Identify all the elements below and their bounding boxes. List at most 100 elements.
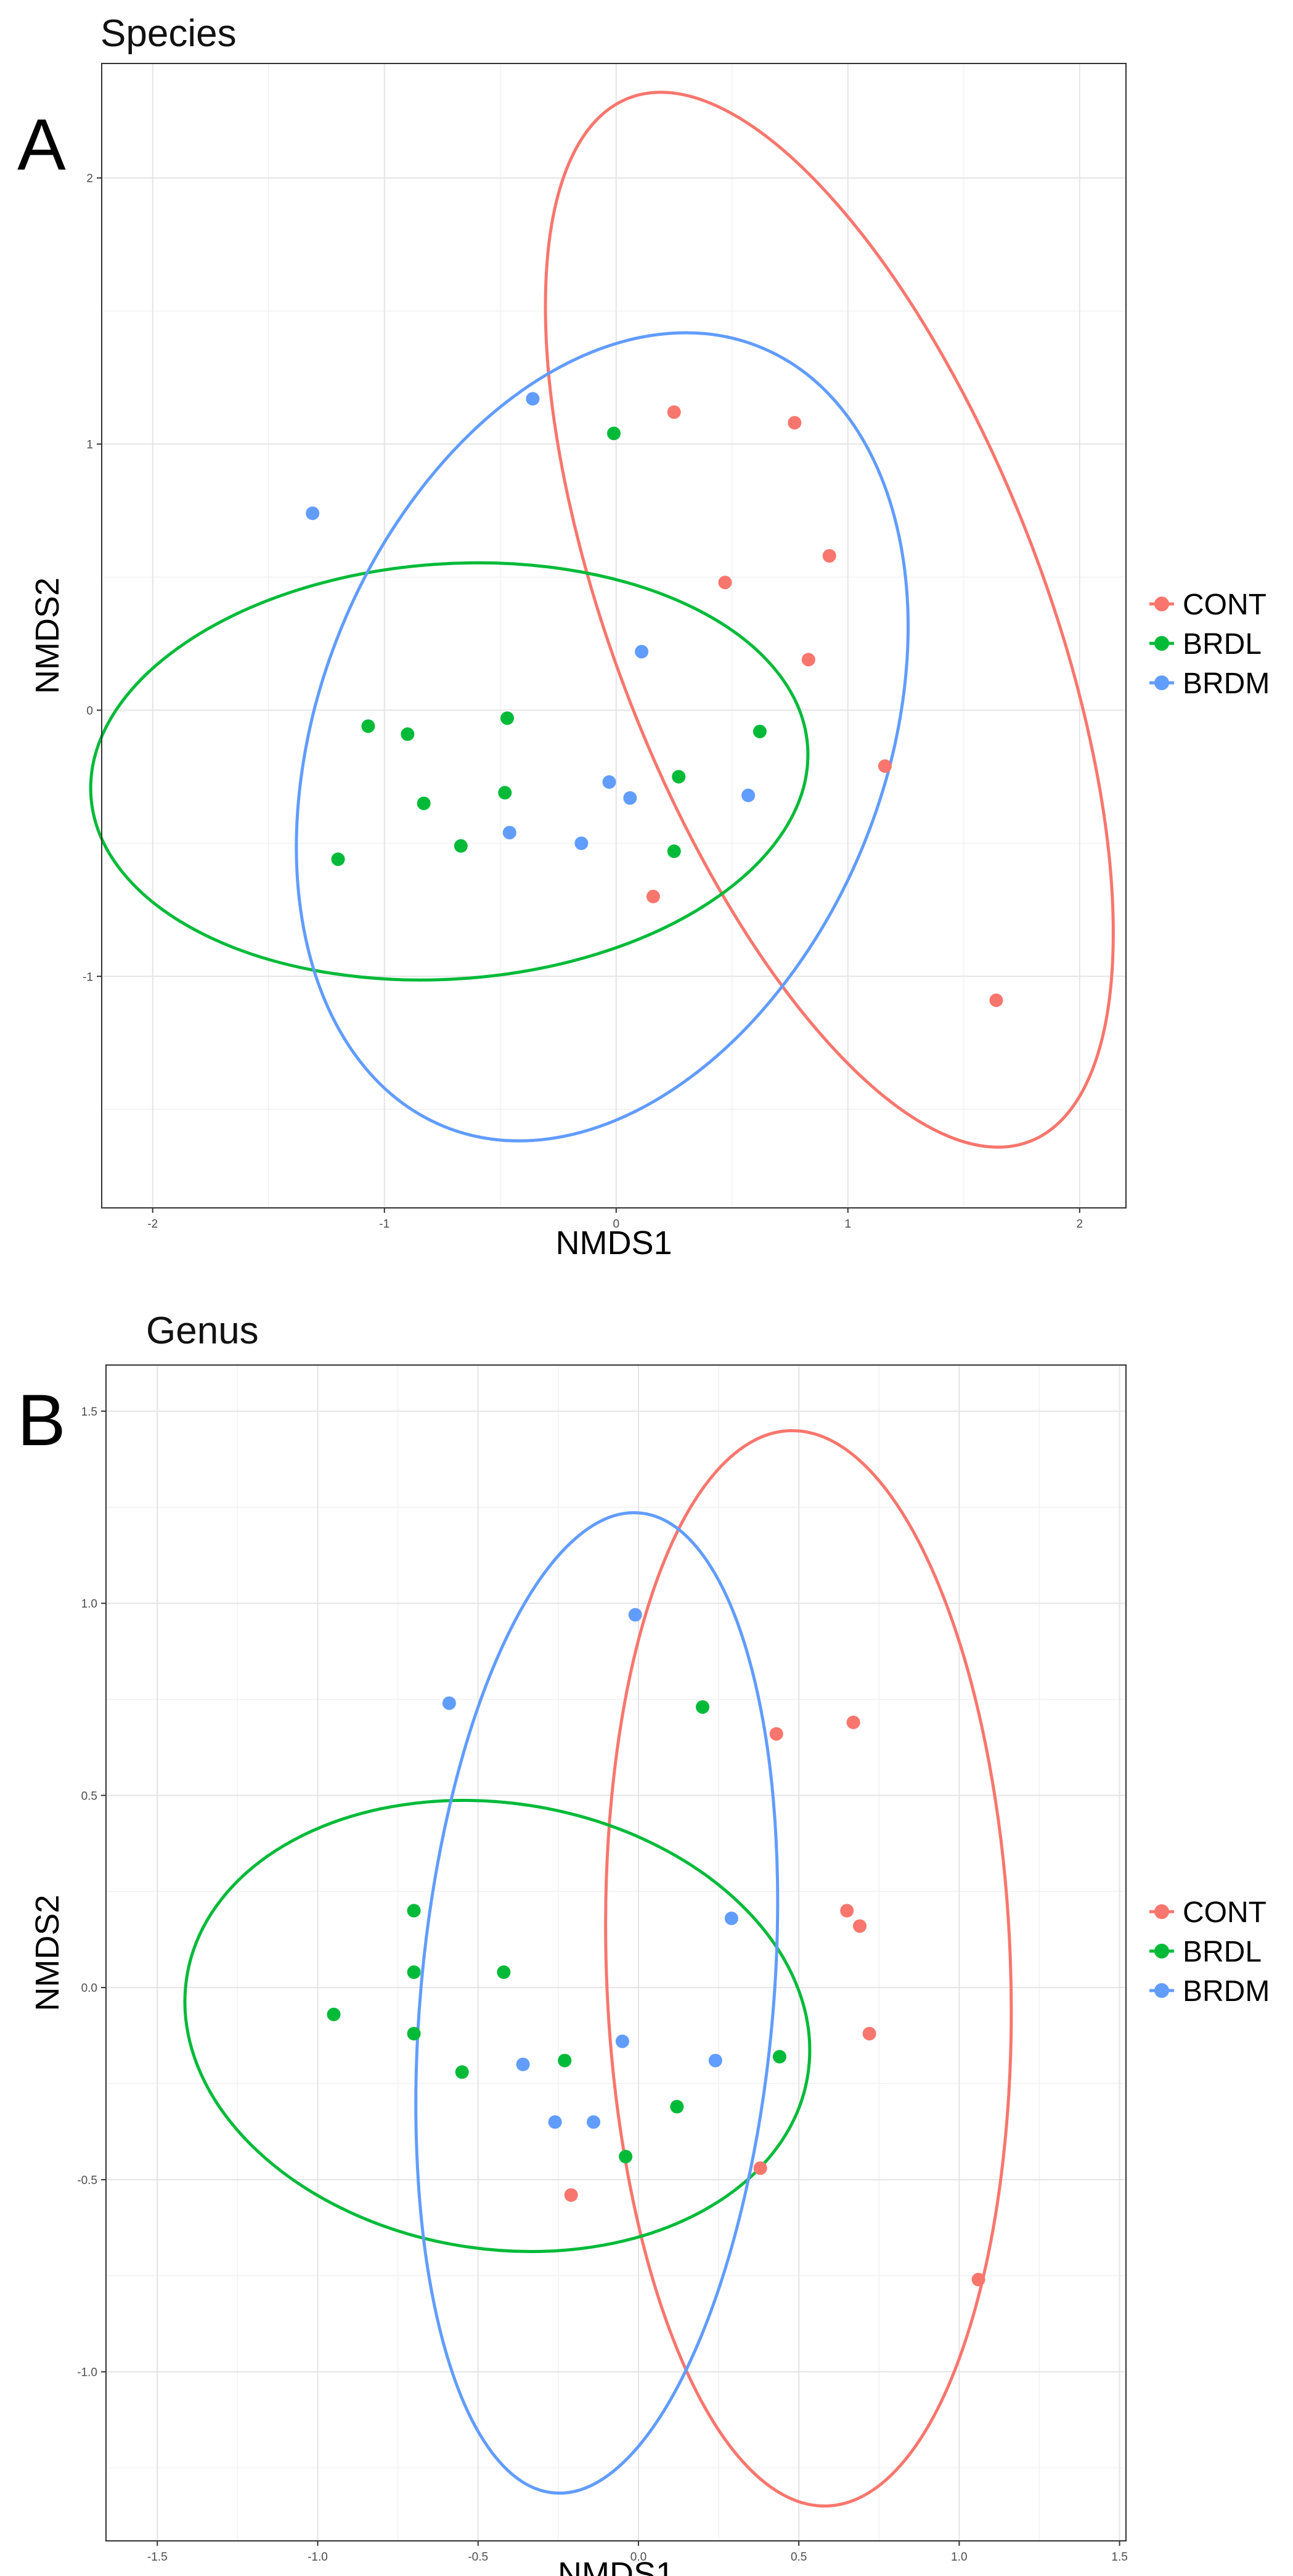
y-tick-label: -1 bbox=[83, 971, 93, 984]
point-brdl bbox=[407, 2026, 421, 2040]
point-brdl bbox=[772, 2050, 786, 2064]
point-brdm bbox=[574, 836, 589, 850]
chart-title: Species bbox=[100, 12, 237, 55]
ellipse-brdm bbox=[414, 1511, 780, 2495]
point-brdm bbox=[587, 2115, 601, 2129]
point-cont bbox=[822, 548, 836, 563]
point-brdm bbox=[628, 1608, 642, 1622]
point-brdl bbox=[401, 727, 415, 741]
point-cont bbox=[846, 1715, 860, 1729]
point-cont bbox=[753, 2161, 767, 2175]
point-brdm bbox=[548, 2115, 562, 2129]
legend-key-point-brdm bbox=[1154, 675, 1169, 690]
ellipse-brdl bbox=[183, 1798, 812, 2253]
ellipse-cont bbox=[544, 91, 1115, 1149]
y-tick-label: 0.5 bbox=[81, 1790, 97, 1803]
point-cont bbox=[971, 2273, 985, 2286]
y-axis-label: NMDS2 bbox=[29, 577, 66, 694]
point-cont bbox=[769, 1727, 783, 1741]
point-brdl bbox=[455, 2065, 469, 2079]
grid bbox=[102, 63, 1126, 1208]
point-brdm bbox=[602, 775, 616, 789]
point-brdl bbox=[607, 426, 621, 441]
y-tick-label: 1.5 bbox=[81, 1406, 97, 1419]
x-axis-label: NMDS1 bbox=[555, 1225, 672, 1262]
ellipse-brdm bbox=[295, 331, 910, 1143]
legend-key-point-cont bbox=[1154, 597, 1169, 611]
point-cont bbox=[853, 1919, 867, 1933]
y-tick-label: 2 bbox=[86, 173, 93, 185]
point-brdm bbox=[306, 506, 320, 520]
y-tick-label: -0.5 bbox=[77, 2174, 97, 2187]
point-cont bbox=[878, 759, 892, 773]
y-tick-label: 1 bbox=[86, 439, 93, 452]
legend-label-brdm: BRDM bbox=[1183, 1975, 1270, 2008]
point-brdl bbox=[498, 786, 512, 800]
legend-label-brdl: BRDL bbox=[1183, 1936, 1262, 1968]
point-cont bbox=[788, 416, 802, 430]
point-brdl bbox=[619, 2150, 633, 2164]
x-tick-label: 0.0 bbox=[630, 2551, 646, 2564]
point-brdm bbox=[502, 826, 516, 840]
point-brdm bbox=[724, 1911, 738, 1925]
point-brdm bbox=[516, 2057, 530, 2071]
point-brdl bbox=[497, 1965, 511, 1979]
point-cont bbox=[667, 405, 681, 419]
grid bbox=[106, 1365, 1126, 2541]
point-brdl bbox=[454, 839, 468, 853]
y-tick-label: 1.0 bbox=[81, 1598, 97, 1611]
ellipse-cont bbox=[604, 1429, 1013, 2508]
point-cont bbox=[801, 653, 815, 667]
chart-panel-b: -1.5 -1.0 -0.5 0.0 0.5 1.0 1.5 -1.0 -0.5 0.0 0.5 1.… bbox=[17, 1310, 1270, 2576]
legend-key-point-brdm bbox=[1154, 1983, 1169, 1998]
chart-panel-a: -2 -1 0 1 2 -1 0 1 2 Species A NMDS1 NMDS2 CONT BRDL BR… bbox=[17, 12, 1270, 1262]
panel-label: A bbox=[17, 104, 66, 185]
x-tick-label: -0.5 bbox=[468, 2551, 488, 2564]
x-tick-label: -2 bbox=[147, 1218, 158, 1231]
legend-label-brdm: BRDM bbox=[1183, 667, 1270, 700]
chart-title: Genus bbox=[146, 1310, 259, 1352]
y-tick-label: -1.0 bbox=[77, 2366, 97, 2379]
point-brdm bbox=[708, 2053, 722, 2068]
legend-label-cont: CONT bbox=[1183, 589, 1266, 621]
point-brdl bbox=[327, 2007, 341, 2021]
point-cont bbox=[840, 1904, 854, 1918]
legend-key-point-cont bbox=[1154, 1904, 1169, 1919]
legend-key-point-brdl bbox=[1154, 1944, 1169, 1958]
point-brdl bbox=[696, 1700, 710, 1714]
x-axis-label: NMDS1 bbox=[558, 2556, 674, 2576]
x-tick-label: 1 bbox=[844, 1218, 851, 1231]
point-brdl bbox=[667, 844, 681, 858]
point-brdl bbox=[361, 719, 375, 733]
point-brdm bbox=[526, 392, 540, 406]
legend: CONT BRDL BRDM bbox=[1149, 1896, 1270, 2008]
panel-label: B bbox=[17, 1380, 66, 1461]
point-brdm bbox=[635, 645, 649, 659]
x-tick-label: 1.5 bbox=[1111, 2551, 1127, 2564]
x-tick-label: 0 bbox=[613, 1218, 619, 1231]
point-brdl bbox=[753, 724, 767, 738]
point-cont bbox=[564, 2188, 578, 2202]
x-tick-label: 1.0 bbox=[951, 2551, 967, 2564]
point-cont bbox=[646, 889, 660, 903]
y-tick-label: 0 bbox=[86, 704, 93, 717]
point-brdl bbox=[558, 2053, 572, 2068]
point-brdl bbox=[417, 796, 431, 810]
point-brdm bbox=[741, 788, 756, 802]
plot-frame bbox=[101, 63, 1127, 1209]
y-tick-label: 0.0 bbox=[81, 1982, 97, 1995]
point-brdl bbox=[407, 1904, 421, 1918]
point-brdm bbox=[623, 791, 637, 805]
legend: CONT BRDL BRDM bbox=[1149, 589, 1270, 700]
point-cont bbox=[862, 2026, 876, 2040]
point-brdl bbox=[670, 2100, 684, 2114]
plot-frame bbox=[105, 1364, 1127, 2541]
x-tick-label: 0.5 bbox=[791, 2551, 807, 2564]
y-axis-label: NMDS2 bbox=[29, 1894, 66, 2011]
point-brdl bbox=[331, 852, 345, 866]
x-tick-label: -1.5 bbox=[147, 2551, 168, 2564]
point-brdm bbox=[615, 2034, 629, 2048]
x-tick-label: -1 bbox=[379, 1218, 390, 1231]
point-cont bbox=[989, 993, 1003, 1008]
